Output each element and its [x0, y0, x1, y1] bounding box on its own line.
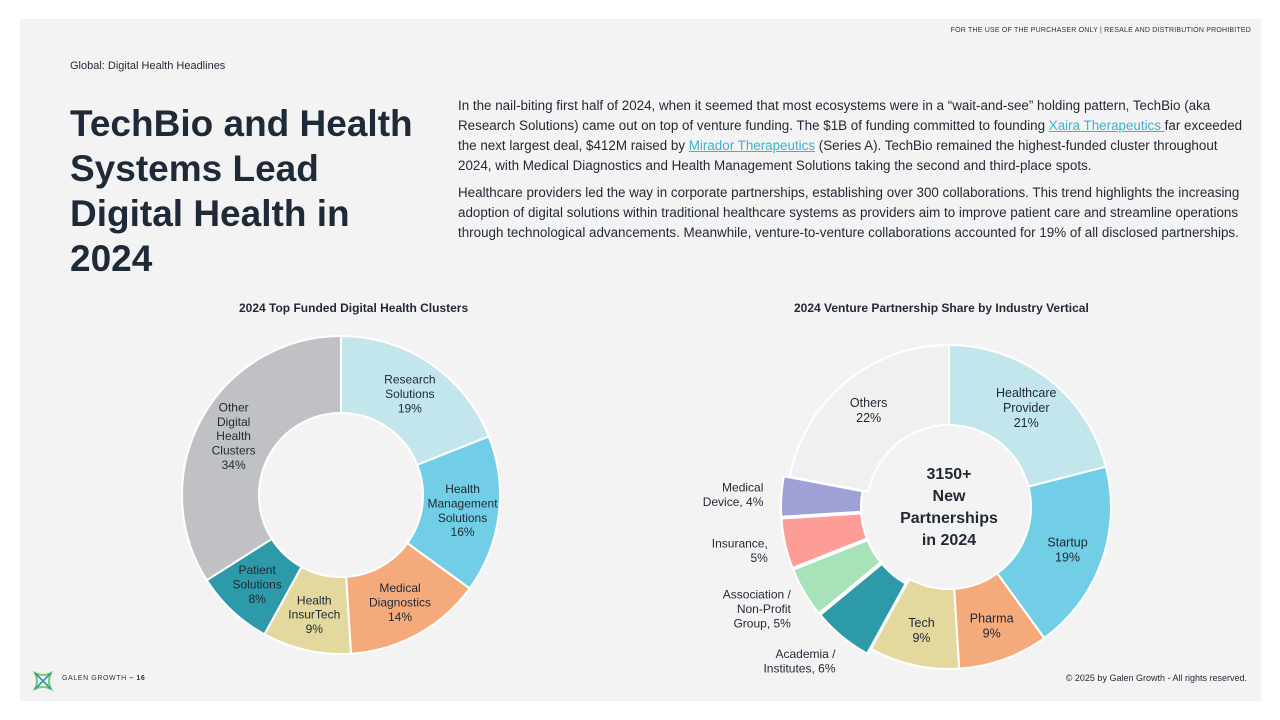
slice-medical-diagnostics-label-line: 14%	[388, 610, 412, 624]
galen-growth-logo-icon	[32, 670, 54, 692]
slice-healthcare-provider-label-line: Healthcare	[996, 386, 1056, 400]
slice-medical-device-label-line: Medical	[722, 480, 763, 494]
slice-other-digital-health-label-line: Health	[216, 429, 251, 443]
brand-name: GALEN GROWTH	[62, 675, 127, 682]
slice-healthcare-provider-label: Healthcare Provider 21%	[996, 386, 1056, 430]
slice-tech-label-line: 9%	[912, 631, 930, 645]
slice-insurance-label: Insurance, 5%	[712, 537, 768, 565]
slice-others	[788, 343, 950, 493]
mirador-link[interactable]: Mirador Therapeutics	[688, 138, 816, 153]
slice-academia-institutes-label: Academia / Institutes, 6%	[763, 647, 836, 675]
paragraph-1-text-b: far exceeded the next largest deal, $412…	[458, 118, 1243, 153]
slice-health-management-solutions-label: Health Management Solutions 16%	[428, 482, 499, 539]
slice-startup-label: Startup 19%	[1047, 536, 1087, 565]
slice-pharma-label: Pharma 9%	[970, 611, 1014, 640]
slice-association-non-profit-label-line: Association /	[723, 588, 792, 602]
slice-tech-label: Tech 9%	[908, 616, 934, 645]
slice-medical-diagnostics-label-line: Diagnostics	[369, 596, 431, 610]
center-label-line: Partnerships	[900, 510, 998, 527]
slice-tech	[869, 577, 961, 670]
slice-medical-device-label: Medical Device, 4%	[703, 480, 764, 508]
chart-2-title: 2024 Venture Partnership Share by Indust…	[794, 301, 1089, 315]
slice-other-digital-health-label-line: Other	[219, 400, 249, 414]
paragraph-1-text-c: (Series A). TechBio remained the highest…	[458, 138, 1218, 173]
slice-health-management-solutions-label-line: Health	[445, 482, 480, 496]
slice-academia-institutes-label-line: Academia /	[775, 647, 836, 661]
slice-insurance-label-line: Insurance,	[712, 537, 768, 551]
disclaimer: FOR THE USE OF THE PURCHASER ONLY | RESA…	[950, 27, 1251, 34]
slice-other-digital-health-label: Other Digital Health Clusters 34%	[212, 400, 256, 472]
center-label-line: New	[933, 488, 966, 505]
slice-others-label-line: 22%	[856, 411, 881, 425]
center-label: 3150+ New Partnerships in 2024	[900, 466, 998, 549]
slice-research-solutions-label: Research Solutions 19%	[384, 372, 435, 415]
slice-research-solutions-label-line: Research	[384, 372, 435, 386]
section-label: Global: Digital Health Headlines	[70, 60, 226, 72]
slide: FOR THE USE OF THE PURCHASER ONLY | RESA…	[20, 19, 1261, 701]
slice-research-solutions	[340, 334, 491, 467]
slice-medical-diagnostics-label-line: Medical	[379, 581, 420, 595]
slice-health-insurtech-label-line: 9%	[306, 622, 324, 636]
slice-health-management-solutions-label-line: Solutions	[438, 511, 487, 525]
slice-association-non-profit-label-line: Non-Profit	[737, 602, 792, 616]
slice-patient-solutions-label: Patient Solutions 8%	[232, 563, 281, 606]
slice-health-insurtech-label-line: InsurTech	[288, 608, 340, 622]
slice-medical-device-label-line: Device, 4%	[703, 495, 764, 509]
slice-insurance-label-line: 5%	[750, 551, 768, 565]
footer-brand: GALEN GROWTH – 16	[62, 675, 145, 682]
slice-startup-label-line: 19%	[1055, 551, 1080, 565]
slice-startup	[995, 465, 1112, 640]
slice-startup-label-line: Startup	[1047, 536, 1087, 550]
slice-association-non-profit	[791, 538, 883, 615]
slice-health-management-solutions-label-line: Management	[428, 496, 499, 510]
xaira-link[interactable]: Xaira Therapeutics	[1048, 118, 1165, 133]
center-label-line: in 2024	[922, 532, 976, 549]
slice-academia-institutes-label-line: Institutes, 6%	[763, 662, 835, 676]
slice-health-management-solutions-label-line: 16%	[451, 525, 475, 539]
slice-health-insurtech-label-line: Health	[297, 593, 332, 607]
slice-healthcare-provider	[948, 343, 1108, 488]
slice-tech-label-line: Tech	[908, 616, 934, 630]
donut-center	[868, 426, 1030, 588]
paragraph-1: In the nail-biting first half of 2024, w…	[458, 96, 1248, 176]
slice-association-non-profit-label: Association / Non-Profit Group, 5%	[723, 588, 792, 631]
slice-healthcare-provider-label-line: Provider	[1003, 401, 1050, 415]
slice-other-digital-health-label-line: 34%	[222, 458, 246, 472]
slice-pharma-label-line: 9%	[983, 626, 1001, 640]
center-label-line: 3150+	[927, 466, 972, 483]
slice-other-digital-health-label-line: Clusters	[212, 444, 256, 458]
partnership-share-donut-chart: Healthcare Provider 21%Startup 19%Pharma 9%T…	[703, 343, 1112, 676]
slice-research-solutions-label-line: 19%	[398, 401, 422, 415]
funded-clusters-donut-chart: Research Solutions 19%Health Management Solu…	[181, 334, 501, 655]
slice-patient-solutions-label-line: Patient	[238, 563, 276, 577]
paragraph-2: Healthcare providers led the way in corp…	[458, 185, 1240, 240]
slice-health-insurtech-label: Health InsurTech 9%	[288, 593, 340, 636]
slice-medical-diagnostics-label: Medical Diagnostics 14%	[369, 581, 431, 624]
slice-other-digital-health	[181, 334, 342, 582]
slice-association-non-profit-label-line: Group, 5%	[733, 616, 791, 630]
chart-1-title: 2024 Top Funded Digital Health Clusters	[239, 301, 469, 315]
slice-others-label: Others 22%	[850, 396, 888, 425]
slice-research-solutions-label-line: Solutions	[385, 387, 434, 401]
slice-insurance	[780, 512, 869, 570]
slice-patient-solutions-label-line: Solutions	[232, 577, 281, 591]
slice-academia-institutes	[818, 562, 908, 655]
paragraph-1-text-a: In the nail-biting first half of 2024, w…	[458, 98, 1211, 133]
page-title: TechBio and Health Systems Lead Digital …	[70, 103, 413, 279]
slice-patient-solutions-label-line: 8%	[248, 592, 266, 606]
body-text: In the nail-biting first half of 2024, w…	[458, 96, 1248, 250]
copyright: © 2025 by Galen Growth - All rights rese…	[1065, 673, 1247, 683]
slice-other-digital-health-label-line: Digital	[217, 415, 250, 429]
slice-others-label-line: Others	[850, 396, 888, 410]
slice-healthcare-provider-label-line: 21%	[1014, 416, 1039, 430]
slice-health-management-solutions	[405, 435, 501, 590]
page-number: – 16	[129, 675, 146, 682]
slice-pharma-label-line: Pharma	[970, 611, 1014, 625]
